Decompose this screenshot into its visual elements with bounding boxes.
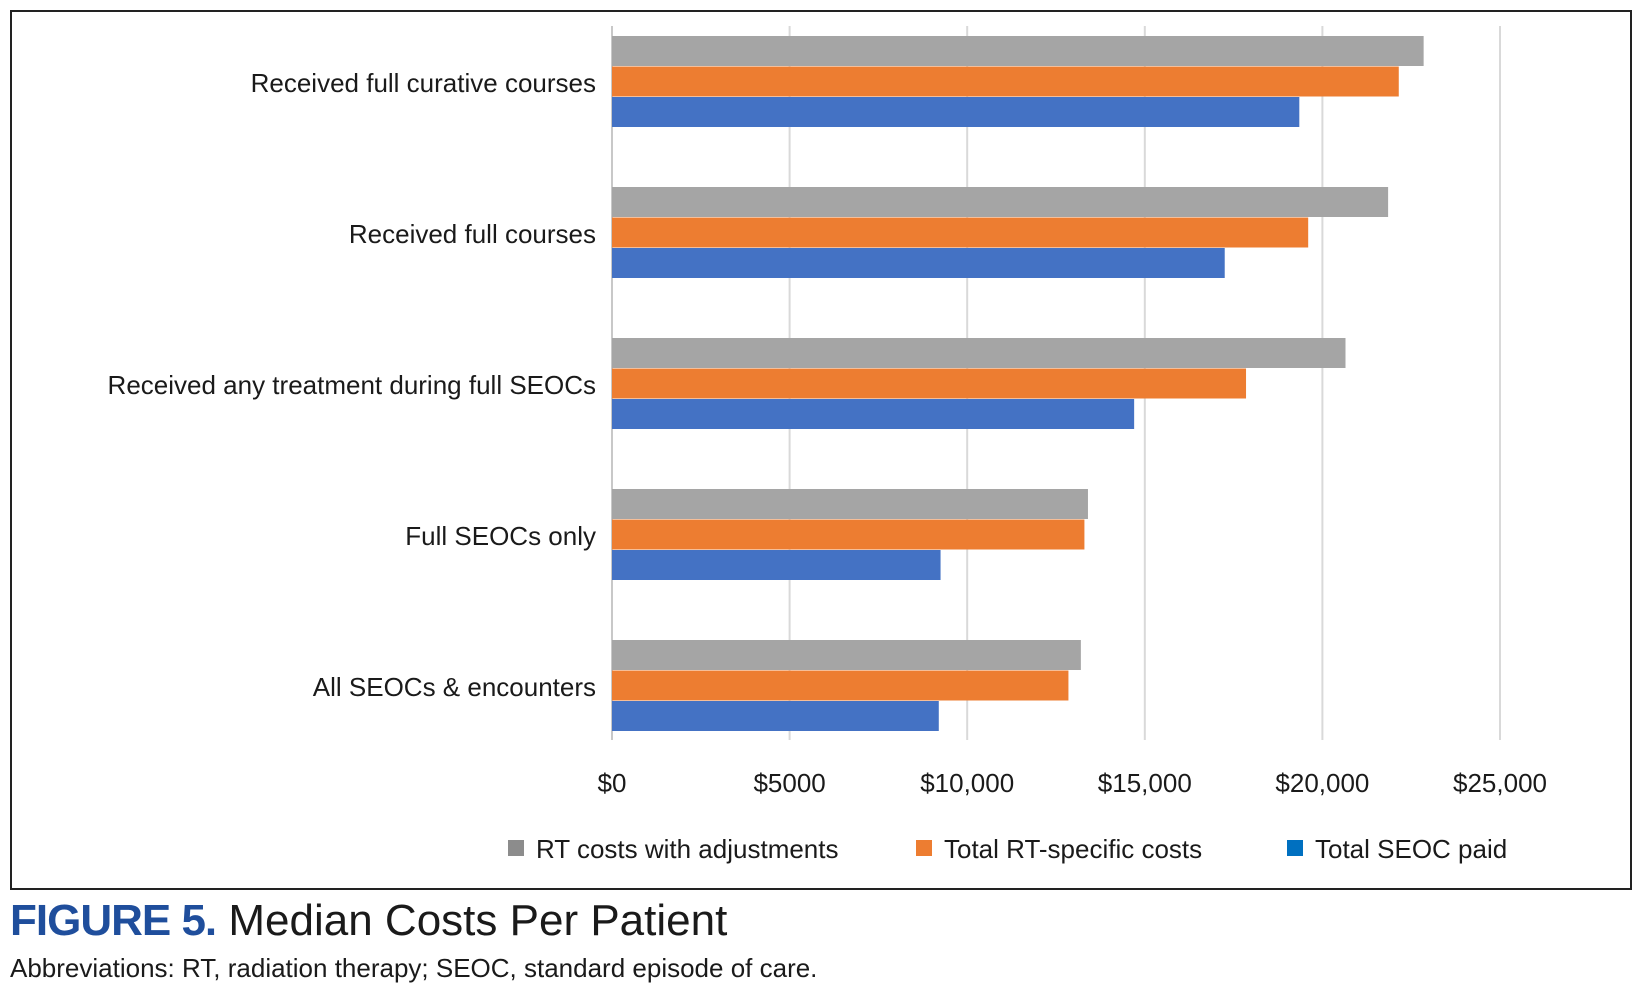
legend-label: RT costs with adjustments bbox=[536, 834, 839, 864]
legend-swatch bbox=[916, 840, 932, 856]
category-label: Received full courses bbox=[349, 219, 596, 249]
bar bbox=[612, 519, 1085, 550]
figure-title: FIGURE 5. Median Costs Per Patient bbox=[10, 895, 727, 947]
x-tick-label: $15,000 bbox=[1098, 768, 1192, 798]
bar bbox=[612, 368, 1247, 399]
legend-label: Total RT-specific costs bbox=[944, 834, 1202, 864]
bar bbox=[612, 489, 1088, 519]
bar bbox=[612, 399, 1135, 429]
bar bbox=[612, 248, 1225, 278]
bar bbox=[612, 217, 1309, 248]
x-tick-label: $5000 bbox=[753, 768, 825, 798]
bar bbox=[612, 670, 1069, 701]
category-label: Received full curative courses bbox=[251, 68, 596, 98]
bar bbox=[612, 640, 1081, 670]
bar bbox=[612, 550, 941, 580]
bar bbox=[612, 338, 1346, 368]
category-label: Received any treatment during full SEOCs bbox=[108, 370, 596, 400]
legend-swatch bbox=[508, 840, 524, 856]
legend-label: Total SEOC paid bbox=[1315, 834, 1507, 864]
bar bbox=[612, 66, 1399, 97]
legend-swatch bbox=[1287, 840, 1303, 856]
category-label: All SEOCs & encounters bbox=[313, 672, 596, 702]
chart-frame bbox=[10, 10, 1632, 890]
bar bbox=[612, 36, 1424, 66]
category-label: Full SEOCs only bbox=[405, 521, 596, 551]
bar-chart: Received full curative courses Received f… bbox=[108, 26, 1547, 864]
bar bbox=[612, 97, 1300, 127]
figure-label: FIGURE 5. bbox=[10, 896, 217, 945]
figure-caption: Abbreviations: RT, radiation therapy; SE… bbox=[10, 953, 818, 983]
bar bbox=[612, 701, 939, 731]
bar bbox=[612, 187, 1389, 217]
figure-title-text: Median Costs Per Patient bbox=[228, 896, 728, 945]
x-tick-label: $20,000 bbox=[1275, 768, 1369, 798]
x-tick-label: $10,000 bbox=[920, 768, 1014, 798]
x-tick-label: $0 bbox=[598, 768, 627, 798]
x-tick-label: $25,000 bbox=[1453, 768, 1547, 798]
